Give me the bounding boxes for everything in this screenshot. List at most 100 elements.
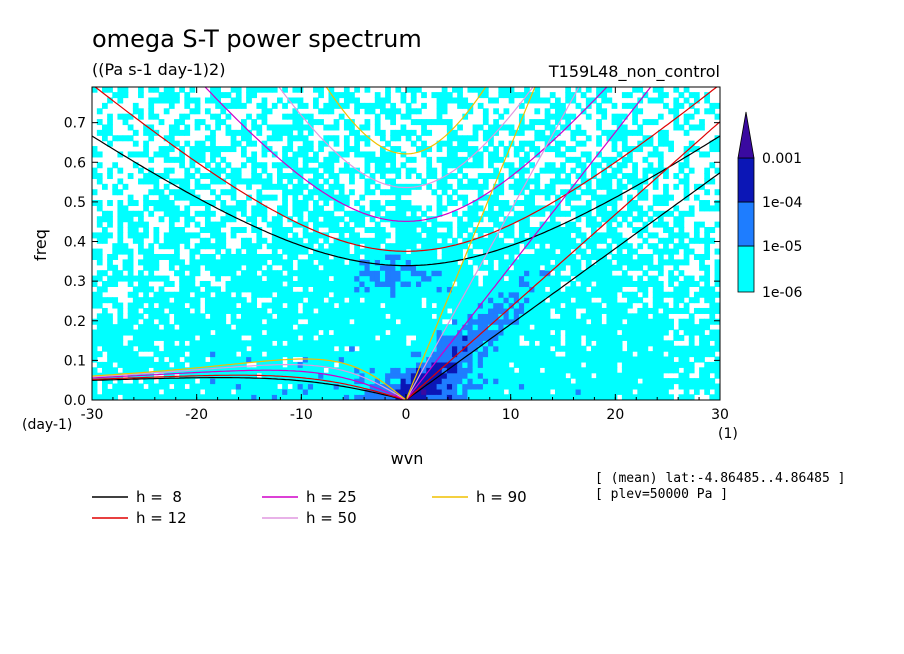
- heat-cell: [287, 189, 294, 196]
- dispersion-rossby-h25: [92, 369, 407, 400]
- heat-cell: [307, 313, 314, 320]
- heat-cell: [683, 291, 690, 298]
- heat-cell: [204, 97, 211, 104]
- heat-cell: [410, 253, 417, 260]
- heat-cell: [220, 259, 227, 266]
- heat-cell: [441, 264, 448, 271]
- heat-cell: [482, 92, 489, 99]
- heat-cell: [421, 119, 427, 126]
- heat-cell: [364, 151, 371, 158]
- heat-cell: [457, 297, 463, 304]
- heat-cell: [374, 264, 381, 271]
- heat-cell: [611, 280, 618, 287]
- heat-cell: [585, 97, 592, 104]
- heat-cell: [364, 135, 371, 142]
- heat-cell: [153, 367, 160, 374]
- heat-cell: [349, 146, 355, 153]
- heat-cell: [246, 178, 252, 185]
- heat-cell: [102, 329, 108, 336]
- heat-cell: [153, 173, 160, 180]
- heat-cell: [405, 232, 412, 239]
- heat-cell: [282, 388, 288, 395]
- heat-cell: [374, 124, 381, 131]
- heat-cell: [256, 205, 263, 212]
- heat-cell: [524, 216, 530, 223]
- heat-cell: [132, 275, 139, 282]
- heat-cell: [472, 87, 479, 93]
- heat-cell: [452, 156, 458, 163]
- heat-cell: [410, 129, 417, 136]
- heat-cell: [96, 248, 103, 255]
- heat-cell: [606, 388, 613, 395]
- heat-cell: [591, 286, 597, 293]
- heat-cell: [277, 227, 283, 234]
- heat-cell: [390, 156, 397, 163]
- heat-cell: [472, 378, 479, 385]
- heat-cell: [271, 183, 278, 190]
- heat-cell: [400, 205, 407, 212]
- heat-cell: [127, 210, 134, 217]
- heat-cell: [163, 253, 170, 260]
- heat-cell: [261, 253, 268, 260]
- heat-cell: [117, 97, 124, 104]
- heat-cell: [596, 302, 602, 309]
- heat-cell: [642, 167, 649, 174]
- heat-cell: [333, 334, 340, 341]
- heat-cell: [688, 367, 695, 374]
- heat-cell: [524, 221, 530, 228]
- heat-cell: [493, 313, 499, 320]
- heat-cell: [240, 124, 247, 131]
- heat-cell: [616, 113, 623, 120]
- heat-cell: [307, 329, 314, 336]
- heat-cell: [379, 307, 386, 314]
- heat-cell: [714, 189, 720, 196]
- heat-cell: [657, 286, 664, 293]
- heat-cell: [524, 167, 530, 174]
- heat-cell: [498, 140, 505, 147]
- heat-cell: [606, 97, 613, 104]
- heat-cell: [709, 351, 716, 358]
- heat-cell: [364, 162, 371, 169]
- heat-cell: [199, 361, 206, 368]
- heat-cell: [606, 286, 613, 293]
- heat-cell: [210, 243, 216, 250]
- heat-cell: [616, 356, 623, 363]
- heat-cell: [688, 167, 695, 174]
- heat-cell: [292, 205, 299, 212]
- heat-cell: [328, 345, 335, 352]
- heat-cell: [565, 259, 572, 266]
- heat-cell: [673, 367, 680, 374]
- heat-cell: [539, 329, 546, 336]
- heat-cell: [426, 286, 433, 293]
- heat-cell: [529, 259, 535, 266]
- heat-cell: [704, 243, 711, 250]
- heat-cell: [678, 383, 685, 390]
- heat-cell: [292, 340, 299, 347]
- heat-cell: [379, 151, 386, 158]
- heat-cell: [313, 275, 319, 282]
- heat-cell: [323, 313, 330, 320]
- heat-cell: [400, 286, 407, 293]
- heat-cell: [436, 378, 443, 385]
- heat-cell: [637, 318, 644, 325]
- heat-cell: [683, 383, 690, 390]
- heat-cell: [410, 372, 417, 379]
- heat-cell: [240, 356, 247, 363]
- heat-cell: [518, 124, 525, 131]
- heat-cell: [472, 372, 479, 379]
- heat-cell: [138, 361, 144, 368]
- heat-cell: [246, 329, 252, 336]
- heat-cell: [616, 237, 623, 244]
- heat-cell: [163, 200, 170, 207]
- heat-cell: [601, 286, 608, 293]
- heat-cell: [657, 200, 664, 207]
- heat-cell: [560, 345, 566, 352]
- heat-cell: [405, 324, 412, 331]
- heat-cell: [575, 140, 582, 147]
- heat-cell: [323, 189, 330, 196]
- heat-cell: [611, 378, 618, 385]
- heat-cell: [271, 87, 278, 93]
- heat-cell: [632, 334, 638, 341]
- heat-cell: [395, 146, 402, 153]
- heat-cell: [122, 205, 129, 212]
